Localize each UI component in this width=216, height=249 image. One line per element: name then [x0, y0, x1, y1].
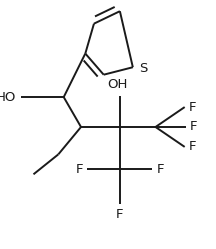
Text: S: S	[139, 62, 147, 75]
Text: F: F	[157, 163, 164, 176]
Text: HO: HO	[0, 91, 16, 104]
Text: F: F	[76, 163, 83, 176]
Text: OH: OH	[108, 78, 128, 91]
Text: F: F	[116, 208, 124, 221]
Text: F: F	[189, 140, 197, 153]
Text: F: F	[189, 101, 197, 114]
Text: F: F	[190, 121, 198, 133]
